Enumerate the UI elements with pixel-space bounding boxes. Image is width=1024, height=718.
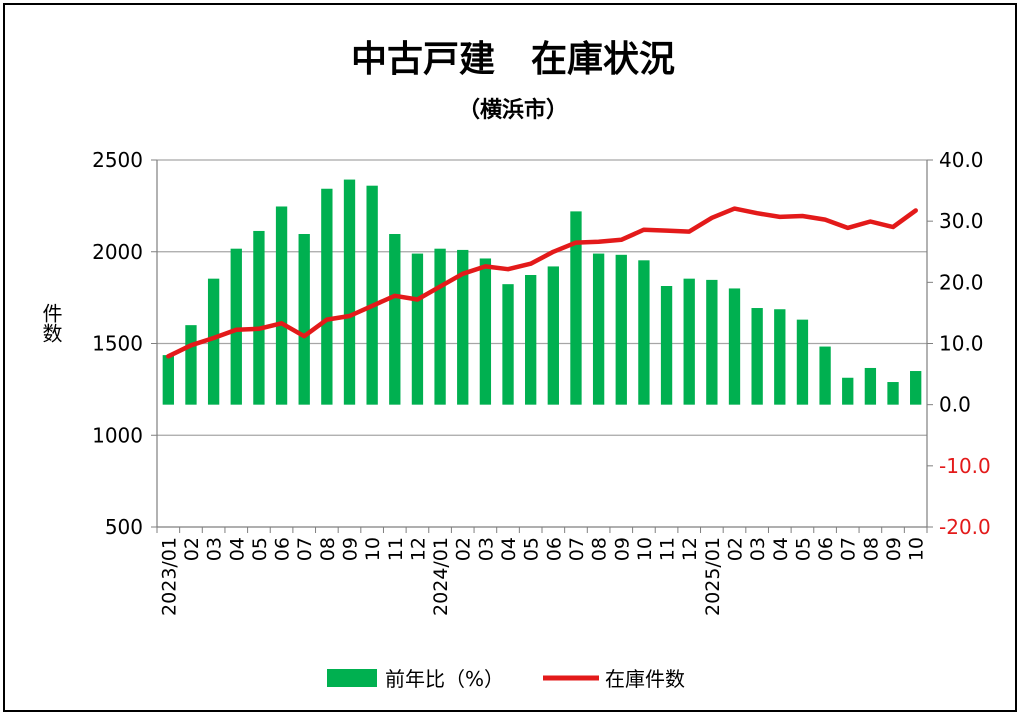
bar [796,319,809,405]
bar-series-yoy [162,179,922,405]
x-tick-label: 08 [860,537,882,561]
inventory-line [166,206,918,359]
bar [253,230,265,405]
bar [819,346,831,405]
x-tick-label: 03 [747,537,769,561]
left-tick-label: 1500 [92,332,143,356]
x-tick-label: 02 [725,537,747,561]
x-tick-label: 03 [204,537,226,561]
bar [910,371,922,405]
gridlines [157,159,927,436]
x-tick-label: 05 [521,537,543,561]
bar [842,377,854,405]
combo-chart: 中古戸建 在庫状況 （横浜市） 件数 500 1000 1500 2000 2500 -2… [39,39,991,691]
x-tick-label: 2025/01 [702,537,724,616]
bar [638,260,650,405]
right-tick-label: 30.0 [939,209,984,233]
bar [434,248,446,405]
bar [660,286,673,405]
x-tick-label: 03 [475,537,497,561]
bar [275,206,288,405]
x-tick-label: 02 [181,537,203,561]
x-tick-label: 10 [634,537,656,561]
legend-bar-label: 前年比（%） [385,667,504,691]
right-tick-label: 20.0 [939,270,984,294]
line-series-inventory [166,206,918,359]
bar [547,266,559,405]
x-tick-label: 04 [226,537,248,561]
left-tick-label: 2000 [92,240,143,264]
x-tick-label: 04 [770,537,792,561]
right-tick-label: -10.0 [939,454,991,478]
x-tick-label: 09 [611,537,633,561]
bar [592,253,605,405]
bar [479,258,492,405]
right-tick-label: 40.0 [939,148,984,172]
x-tick-label: 2024/01 [430,537,452,616]
x-tick-label: 07 [294,537,316,561]
bar [683,278,695,405]
bar [185,325,197,405]
bar [706,279,718,405]
x-tick-label: 08 [589,537,611,561]
x-tick-label: 07 [566,537,588,561]
bar [389,234,401,405]
bar [502,284,514,405]
bar [570,211,582,405]
axes [151,159,933,533]
x-tick-label: 09 [340,537,362,561]
x-tick-label: 11 [657,537,679,561]
right-tick-label: 10.0 [939,332,984,356]
bar [298,234,310,405]
bar [457,249,469,405]
x-tick-label: 06 [815,537,837,561]
bar [615,254,627,405]
bar [343,179,356,405]
x-tick-label: 08 [317,537,339,561]
chart-frame: 中古戸建 在庫状況 （横浜市） 件数 500 1000 1500 2000 2500 -2… [3,3,1017,712]
bar [525,274,537,405]
right-tick-label: -20.0 [939,515,991,539]
left-tick-label: 500 [105,515,143,539]
chart-subtitle: （横浜市） [458,97,568,123]
x-tick-label: 04 [498,537,520,561]
x-tick-label: 10 [362,537,384,561]
bar [728,288,741,405]
x-tick-label: 2023/01 [158,537,180,616]
left-tick-label: 1000 [92,423,143,447]
bar [887,382,899,405]
bar [864,367,877,405]
left-tick-label: 2500 [92,148,143,172]
bar [321,188,333,405]
x-tick-label: 06 [543,537,565,561]
left-axis-label: 件数 [39,303,63,343]
x-tick-label: 05 [249,537,271,561]
x-tick-label: 06 [272,537,294,561]
legend-bar-swatch [327,669,377,687]
x-tick-label: 05 [792,537,814,561]
bar [411,253,424,405]
bar [366,185,378,405]
legend-line-label: 在庫件数 [605,667,685,691]
bar [230,248,242,405]
legend: 前年比（%） 在庫件数 [327,667,685,691]
x-tick-label: 12 [679,537,701,561]
x-tick-label: 10 [906,537,928,561]
bar [774,309,786,405]
x-tick-label: 11 [385,537,407,561]
x-tick-label: 07 [838,537,860,561]
chart-title: 中古戸建 在庫状況 [351,39,675,80]
x-tick-label: 12 [407,537,429,561]
bar [162,355,174,405]
tick-labels: 500 1000 1500 2000 2500 -20.0 -10.0 0.0 10.0 20.0… [92,148,991,616]
x-tick-label: 02 [453,537,475,561]
bar [751,308,763,405]
bar [207,278,220,405]
right-tick-label: 0.0 [939,393,971,417]
x-tick-label: 09 [883,537,905,561]
